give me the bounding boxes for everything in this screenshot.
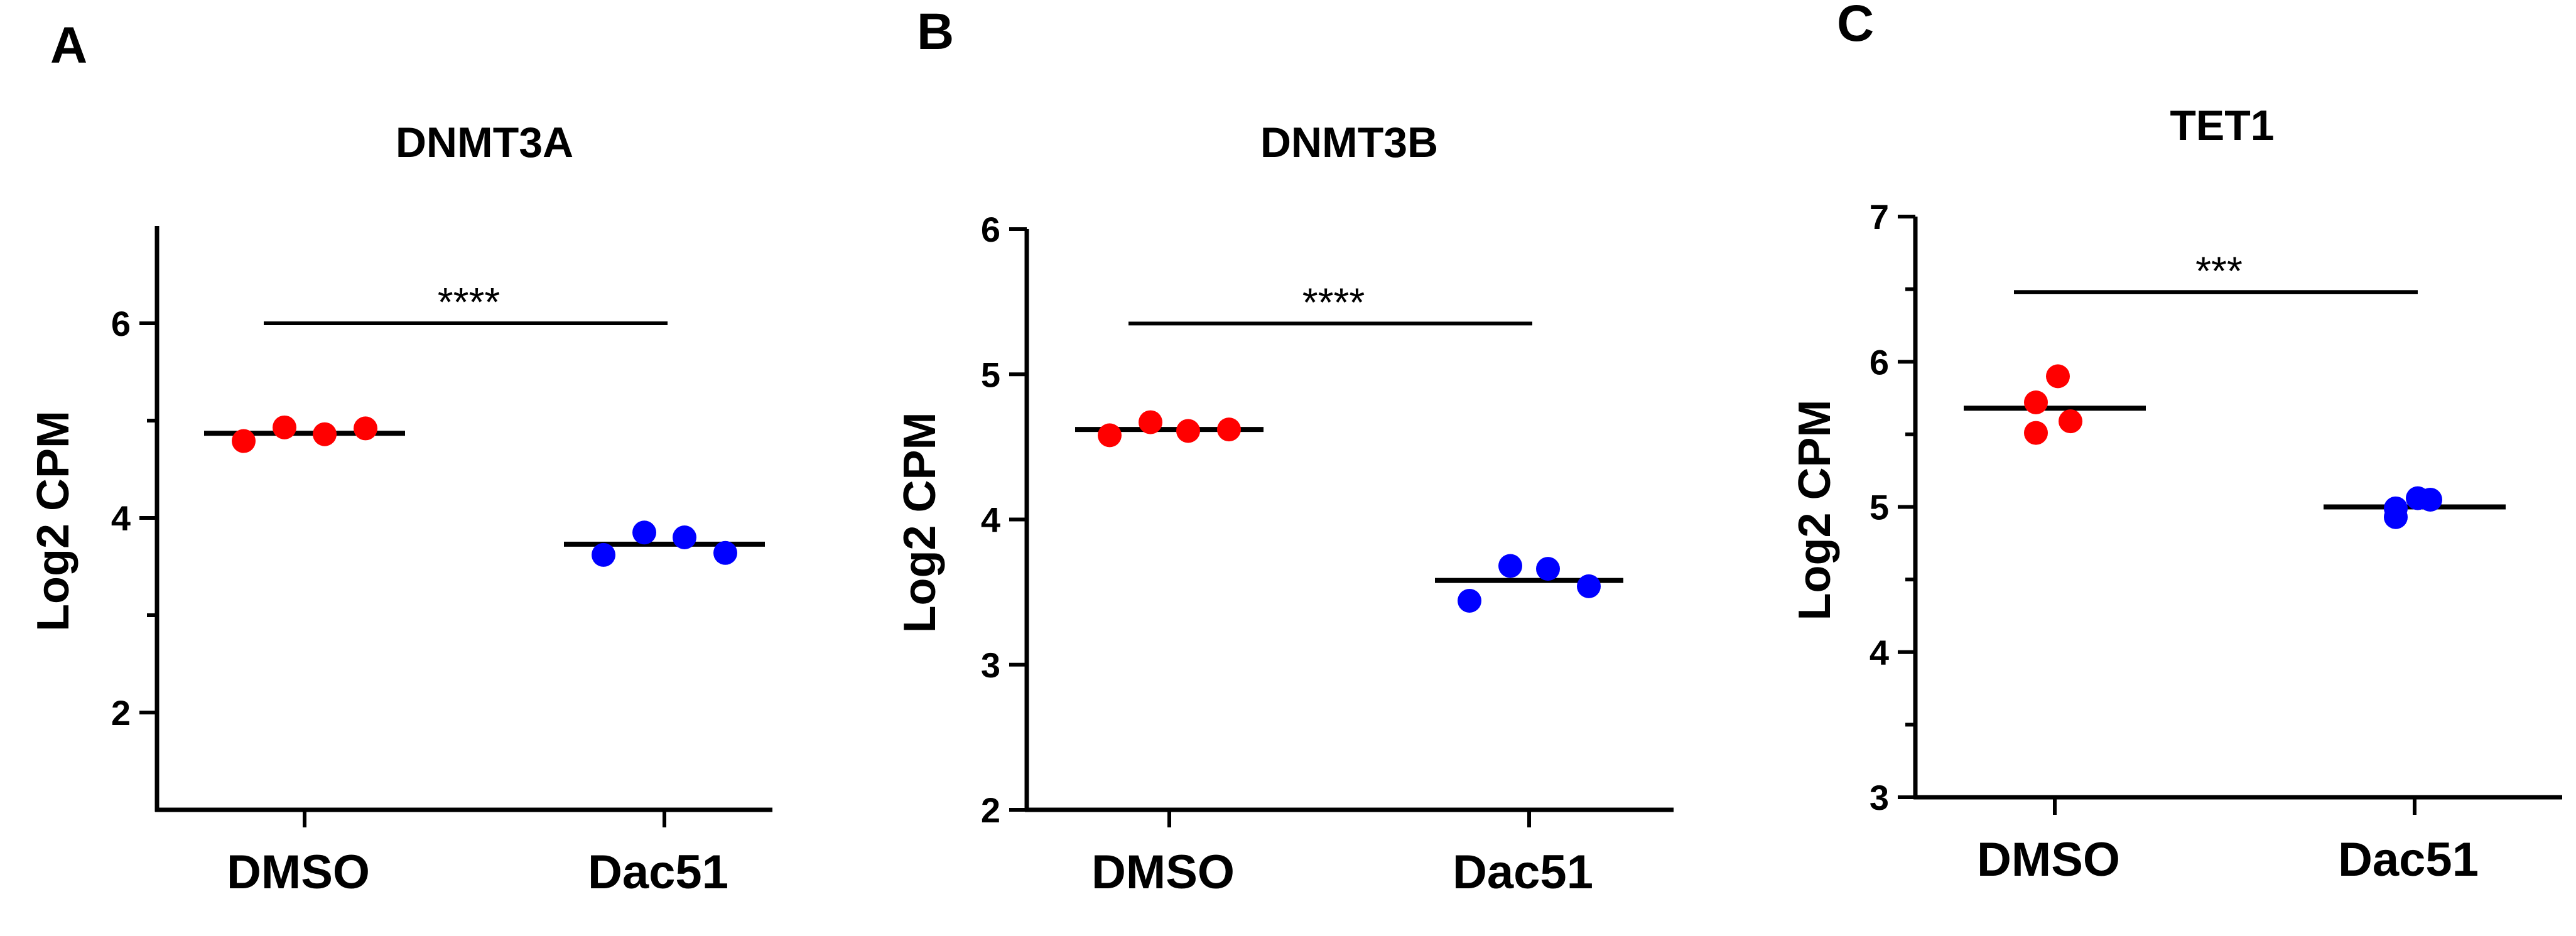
data-point <box>1458 589 1481 613</box>
data-point <box>1139 410 1162 434</box>
y-tick-label: 7 <box>1870 197 1889 237</box>
series-dmso <box>1075 410 1264 448</box>
y-tick-label: 4 <box>981 500 1000 540</box>
data-point <box>2059 409 2082 434</box>
y-axis-label: Log2 CPM <box>1790 400 1840 621</box>
y-tick-label: 5 <box>981 355 1000 394</box>
y-tick-label: 2 <box>111 693 131 733</box>
significance-label: **** <box>1302 279 1365 325</box>
panel-a: A DNMT3A Log2 CPM 2 4 6 DMSO Dac51 **** <box>28 17 772 899</box>
y-tick-label: 3 <box>981 645 1000 685</box>
y-tick-label: 2 <box>981 790 1000 830</box>
data-point <box>1176 419 1200 443</box>
data-point <box>592 542 615 567</box>
data-point <box>2384 496 2408 520</box>
significance-label: *** <box>2195 248 2243 293</box>
panel-letter: B <box>917 3 954 60</box>
y-axis-label: Log2 CPM <box>28 411 78 632</box>
series-dac51 <box>1435 554 1623 613</box>
y-tick-label: 5 <box>1870 488 1889 527</box>
series-dmso <box>1964 364 2146 445</box>
data-point <box>673 525 696 549</box>
data-point <box>1098 423 1122 448</box>
data-point <box>232 429 256 453</box>
x-tick-label-dmso: DMSO <box>227 846 370 899</box>
data-point <box>354 416 377 441</box>
y-tick-label: 6 <box>981 210 1000 249</box>
panel-c: C TET1 Log2 CPM 3 4 5 6 7 DMSO Dac51 *** <box>1790 0 2562 886</box>
data-point <box>1536 557 1560 581</box>
x-tick-label-dac51: Dac51 <box>1453 846 1593 899</box>
data-point <box>1217 417 1241 442</box>
data-point <box>632 520 656 545</box>
series-dmso <box>204 415 405 453</box>
data-point <box>313 422 337 446</box>
y-tick-label: 4 <box>1870 633 1889 672</box>
x-tick-label-dac51: Dac51 <box>588 846 728 899</box>
chart-title: TET1 <box>2170 102 2274 149</box>
panel-b: B DNMT3B Log2 CPM 2 3 4 5 6 DMSO Dac51 **** <box>895 3 1674 899</box>
data-point <box>713 541 737 565</box>
x-tick-label-dmso: DMSO <box>1977 833 2120 886</box>
y-axis-label: Log2 CPM <box>895 412 945 633</box>
data-point <box>2046 364 2070 389</box>
panel-letter: A <box>50 17 87 74</box>
data-point <box>2024 421 2048 445</box>
chart-title: DNMT3A <box>396 119 573 166</box>
data-point <box>273 415 296 439</box>
series-dac51 <box>2324 486 2506 529</box>
chart-title: DNMT3B <box>1260 119 1438 166</box>
data-point <box>2418 487 2442 512</box>
data-point <box>1577 574 1601 598</box>
y-tick-label: 6 <box>1870 342 1889 382</box>
y-tick-label: 3 <box>1870 778 1889 817</box>
data-point <box>2024 390 2048 414</box>
x-tick-label-dmso: DMSO <box>1091 846 1235 899</box>
panel-letter: C <box>1837 0 1874 52</box>
significance-label: **** <box>438 279 501 325</box>
y-tick-label: 6 <box>111 304 131 343</box>
x-tick-label-dac51: Dac51 <box>2338 833 2479 886</box>
y-tick-label: 4 <box>111 498 131 538</box>
series-dac51 <box>564 520 765 567</box>
data-point <box>1498 554 1522 578</box>
